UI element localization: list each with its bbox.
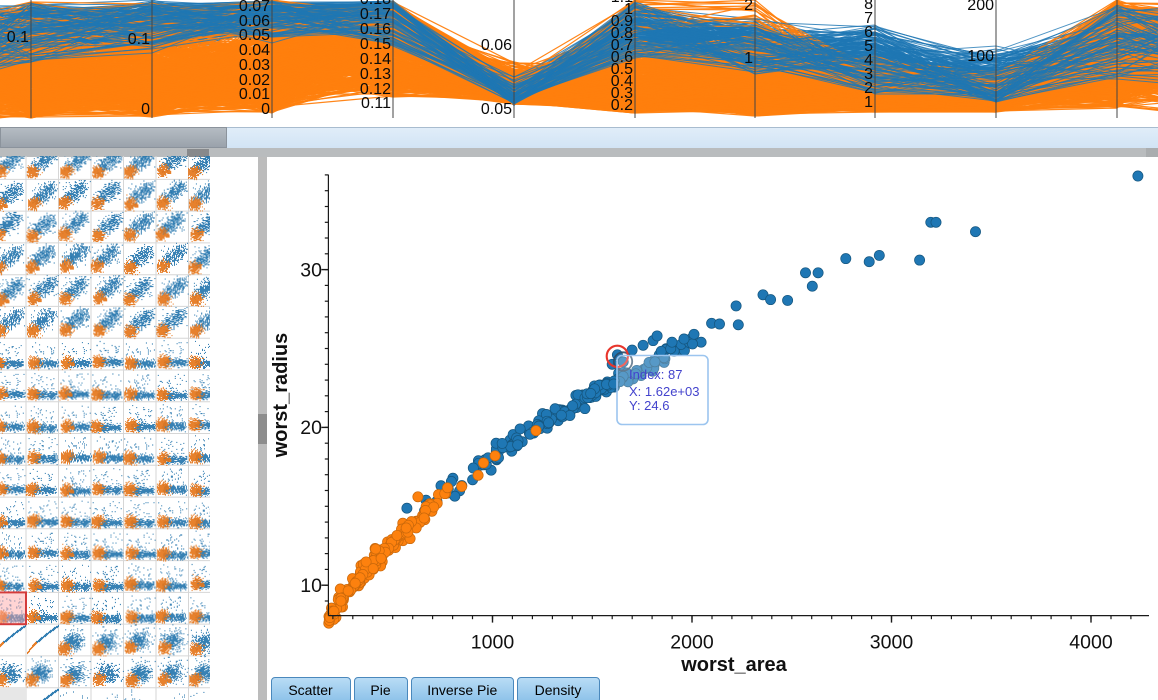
svg-text:0.04: 0.04 — [239, 42, 270, 59]
svg-text:2: 2 — [744, 0, 753, 14]
svg-text:0.17: 0.17 — [360, 6, 391, 23]
svg-text:0.16: 0.16 — [360, 21, 391, 38]
svg-text:0.5: 0.5 — [611, 61, 633, 78]
svg-text:6: 6 — [864, 24, 873, 41]
svg-text:0.05: 0.05 — [239, 27, 270, 44]
svg-text:0.8: 0.8 — [611, 25, 633, 42]
svg-text:0.15: 0.15 — [360, 36, 391, 53]
svg-text:0.02: 0.02 — [239, 72, 270, 89]
svg-text:1: 1 — [624, 1, 633, 18]
svg-text:worst_radius: worst_radius — [270, 333, 292, 458]
svg-text:0.14: 0.14 — [360, 51, 391, 68]
svg-text:0: 0 — [261, 101, 270, 118]
svg-text:4000: 4000 — [1069, 632, 1113, 654]
svg-text:100: 100 — [967, 48, 994, 65]
svg-text:0.06: 0.06 — [239, 13, 270, 30]
svg-text:1: 1 — [744, 50, 753, 67]
svg-text:1: 1 — [864, 94, 873, 111]
svg-text:worst_area: worst_area — [680, 654, 787, 676]
svg-text:0: 0 — [141, 101, 150, 118]
svg-text:0.4: 0.4 — [611, 73, 633, 90]
svg-text:0.6: 0.6 — [611, 49, 633, 66]
svg-text:0.7: 0.7 — [611, 37, 633, 54]
svg-text:0.1: 0.1 — [7, 29, 29, 46]
svg-text:2: 2 — [864, 80, 873, 97]
svg-text:1.1: 1.1 — [611, 0, 633, 6]
svg-text:Index: 87: Index: 87 — [629, 367, 683, 382]
svg-text:0.07: 0.07 — [239, 0, 270, 15]
svg-text:X: 1.62e+03: X: 1.62e+03 — [629, 384, 699, 399]
svg-text:2000: 2000 — [670, 632, 714, 654]
svg-text:0.06: 0.06 — [481, 37, 512, 54]
svg-text:0.03: 0.03 — [239, 57, 270, 74]
svg-text:200: 200 — [967, 0, 994, 14]
svg-text:3000: 3000 — [870, 632, 914, 654]
svg-text:0.13: 0.13 — [360, 66, 391, 83]
svg-text:0.9: 0.9 — [611, 13, 633, 30]
svg-text:0.12: 0.12 — [360, 81, 391, 98]
svg-text:0.18: 0.18 — [360, 0, 391, 8]
svg-text:7: 7 — [864, 10, 873, 27]
svg-text:5: 5 — [864, 38, 873, 55]
svg-text:0.11: 0.11 — [361, 95, 391, 112]
svg-text:0.2: 0.2 — [611, 97, 633, 114]
svg-text:1000: 1000 — [471, 632, 515, 654]
svg-text:0.01: 0.01 — [239, 86, 270, 103]
svg-text:20: 20 — [300, 417, 322, 439]
svg-text:30: 30 — [300, 259, 322, 281]
svg-text:0.05: 0.05 — [481, 101, 512, 118]
svg-text:3: 3 — [864, 66, 873, 83]
svg-text:8: 8 — [864, 0, 873, 13]
svg-text:0.3: 0.3 — [611, 85, 633, 102]
svg-text:0.1: 0.1 — [128, 31, 150, 48]
svg-text:Y: 24.6: Y: 24.6 — [629, 398, 669, 413]
svg-text:10: 10 — [300, 575, 322, 597]
svg-text:4: 4 — [864, 52, 873, 69]
